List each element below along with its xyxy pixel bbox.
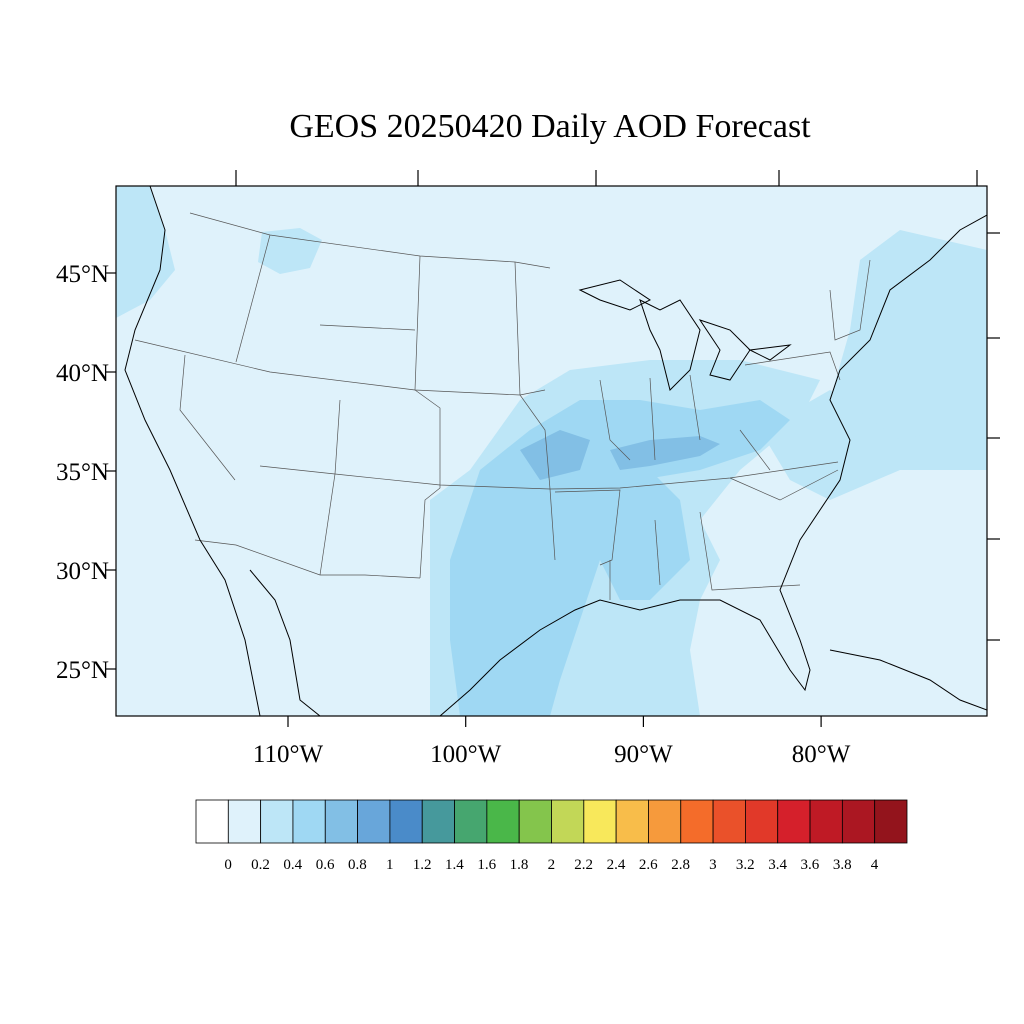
colorbar-swatch bbox=[874, 799, 908, 844]
colorbar-label: 2.6 bbox=[639, 857, 658, 873]
colorbar-swatch bbox=[841, 799, 876, 844]
colorbar-swatch bbox=[195, 799, 229, 844]
state-boundaries bbox=[134, 212, 871, 600]
colorbar-label: 1.4 bbox=[445, 857, 464, 873]
colorbar-swatch bbox=[518, 799, 552, 844]
lat-label: 35°N bbox=[56, 459, 109, 486]
colorbar-label: 3.6 bbox=[801, 857, 820, 873]
lat-label: 40°N bbox=[56, 360, 109, 387]
colorbar-label: 0.8 bbox=[348, 857, 367, 873]
aod-field bbox=[116, 186, 987, 716]
colorbar-label: 2.4 bbox=[607, 857, 626, 873]
map-ticks bbox=[106, 170, 1000, 727]
colorbar-swatch bbox=[745, 799, 779, 844]
longitude-labels: 110°W 100°W 90°W 80°W bbox=[253, 741, 851, 768]
coastlines bbox=[124, 186, 987, 716]
colorbar bbox=[195, 799, 908, 844]
colorbar-swatch bbox=[583, 799, 617, 844]
colorbar-label: 0.2 bbox=[251, 857, 270, 873]
colorbar-swatch bbox=[777, 799, 811, 844]
colorbar-labels: 0 0.2 0.4 0.6 0.8 1 1.2 1.4 1.6 1.8 2 2.2 2.4 2.6 2.8 3… bbox=[224, 857, 878, 873]
colorbar-label: 1.2 bbox=[413, 857, 432, 873]
page-title: GEOS 20250420 Daily AOD Forecast bbox=[289, 108, 811, 145]
lat-label: 25°N bbox=[56, 657, 109, 684]
lat-label: 45°N bbox=[56, 261, 109, 288]
colorbar-label: 3.2 bbox=[736, 857, 755, 873]
lon-label: 80°W bbox=[792, 741, 851, 768]
colorbar-swatch bbox=[551, 799, 585, 844]
lon-label: 100°W bbox=[430, 741, 501, 768]
colorbar-label: 1.6 bbox=[477, 857, 496, 873]
colorbar-swatch bbox=[648, 799, 682, 844]
aod-band-0-2-idaho bbox=[258, 228, 322, 274]
aod-band-0-4-south bbox=[600, 470, 690, 600]
aod-band-0-2-atlantic bbox=[760, 390, 987, 500]
aod-band-0-2-northeast bbox=[830, 230, 987, 470]
colorbar-label: 0.6 bbox=[316, 857, 335, 873]
colorbar-label: 3.8 bbox=[833, 857, 852, 873]
colorbar-label: 3.4 bbox=[768, 857, 787, 873]
colorbar-label: 0.4 bbox=[283, 857, 302, 873]
colorbar-swatch bbox=[292, 799, 326, 844]
colorbar-label: 3 bbox=[709, 857, 717, 873]
aod-band-0-4-mississippi bbox=[450, 400, 790, 716]
latitude-labels: 45°N 40°N 35°N 30°N 25°N bbox=[56, 261, 109, 684]
lon-label: 90°W bbox=[614, 741, 673, 768]
colorbar-label: 2 bbox=[548, 857, 556, 873]
colorbar-swatch bbox=[680, 799, 714, 844]
lat-label: 30°N bbox=[56, 558, 109, 585]
colorbar-swatch bbox=[421, 799, 455, 844]
colorbar-swatch bbox=[389, 799, 423, 844]
colorbar-swatch bbox=[324, 799, 358, 844]
colorbar-swatch bbox=[227, 799, 262, 844]
colorbar-swatch bbox=[454, 799, 488, 844]
colorbar-swatch bbox=[712, 799, 746, 844]
map-frame bbox=[115, 185, 988, 717]
colorbar-label: 2.8 bbox=[671, 857, 690, 873]
colorbar-swatch bbox=[357, 799, 391, 844]
colorbar-swatch bbox=[486, 799, 520, 844]
aod-band-0-2-west-coast bbox=[116, 186, 175, 318]
colorbar-label: 1 bbox=[386, 857, 394, 873]
colorbar-label: 2.2 bbox=[574, 857, 593, 873]
aod-band-0-6-ohio-valley bbox=[610, 436, 720, 470]
colorbar-label: 4 bbox=[871, 857, 879, 873]
lon-label: 110°W bbox=[253, 741, 324, 768]
colorbar-swatch bbox=[809, 799, 843, 844]
aod-band-0-6-plains bbox=[520, 430, 590, 480]
colorbar-label: 1.8 bbox=[510, 857, 529, 873]
colorbar-swatch bbox=[615, 799, 649, 844]
colorbar-swatch bbox=[260, 799, 294, 844]
colorbar-label: 0 bbox=[224, 857, 232, 873]
